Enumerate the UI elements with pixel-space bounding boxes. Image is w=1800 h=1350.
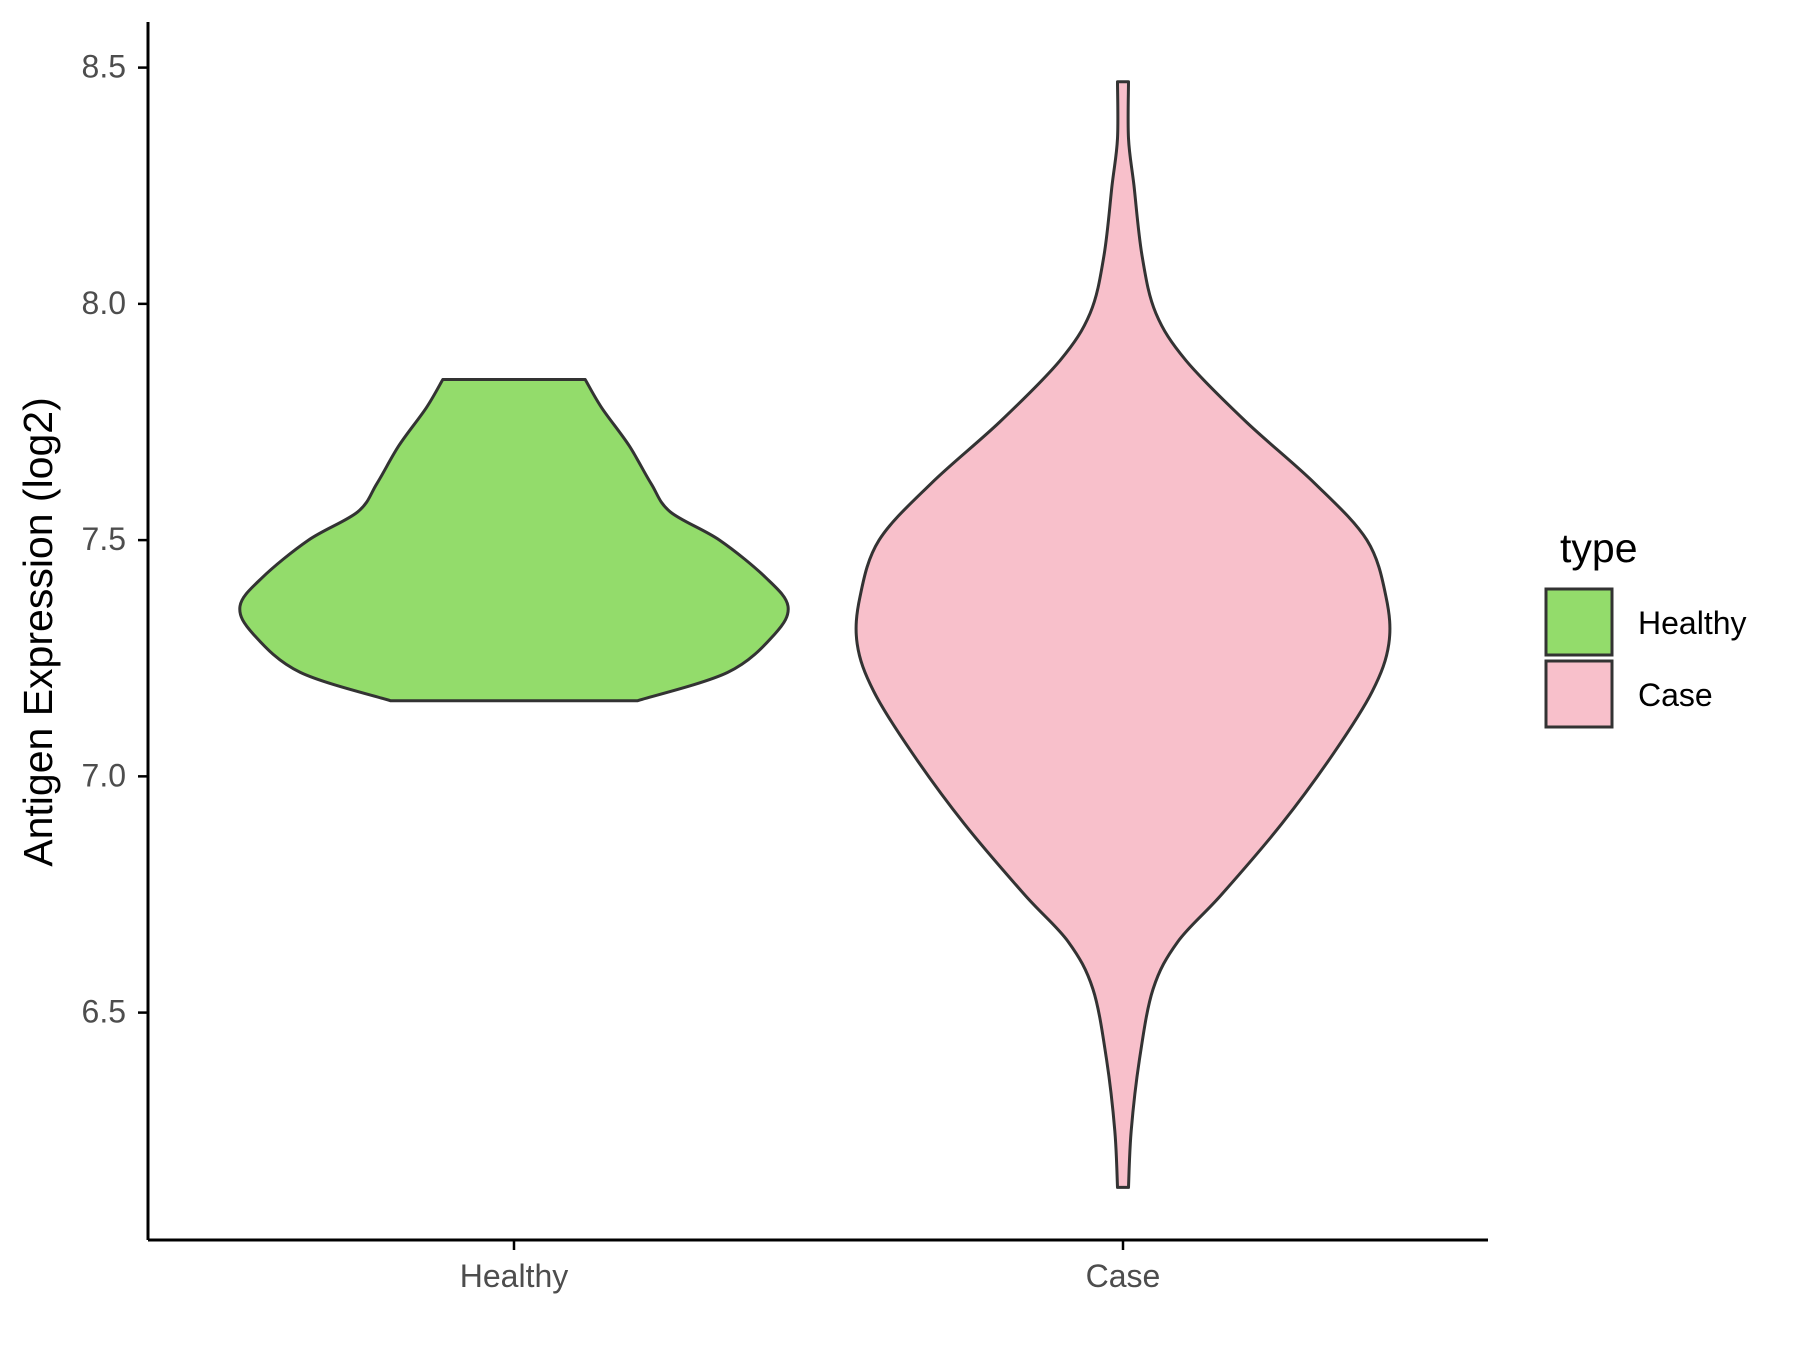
legend-label-healthy: Healthy — [1638, 605, 1747, 641]
y-tick-label: 8.0 — [82, 285, 126, 321]
legend-label-case: Case — [1638, 677, 1713, 713]
y-tick-label: 7.5 — [82, 521, 126, 557]
legend-swatch-case — [1544, 659, 1614, 729]
plot-area: 6.5 7.0 7.5 8.0 8.5 Healthy Case — [82, 22, 1488, 1294]
legend-items: Healthy Case — [1544, 587, 1747, 729]
x-tick-label: Case — [1086, 1258, 1161, 1294]
violin-healthy — [238, 378, 790, 703]
legend: type Healthy Case — [1544, 525, 1747, 729]
legend-swatch-healthy — [1544, 587, 1614, 657]
y-axis-label: Antigen Expression (log2) — [15, 397, 61, 866]
y-tick-label: 7.0 — [82, 757, 126, 793]
violins — [238, 80, 1392, 1189]
y-tick-label: 6.5 — [82, 994, 126, 1030]
violin-case — [854, 80, 1392, 1189]
x-ticks: Healthy Case — [460, 1240, 1161, 1294]
y-tick-label: 8.5 — [82, 49, 126, 85]
y-ticks: 6.5 7.0 7.5 8.0 8.5 — [82, 49, 148, 1030]
x-tick-label: Healthy — [460, 1258, 569, 1294]
legend-title: type — [1560, 525, 1638, 571]
